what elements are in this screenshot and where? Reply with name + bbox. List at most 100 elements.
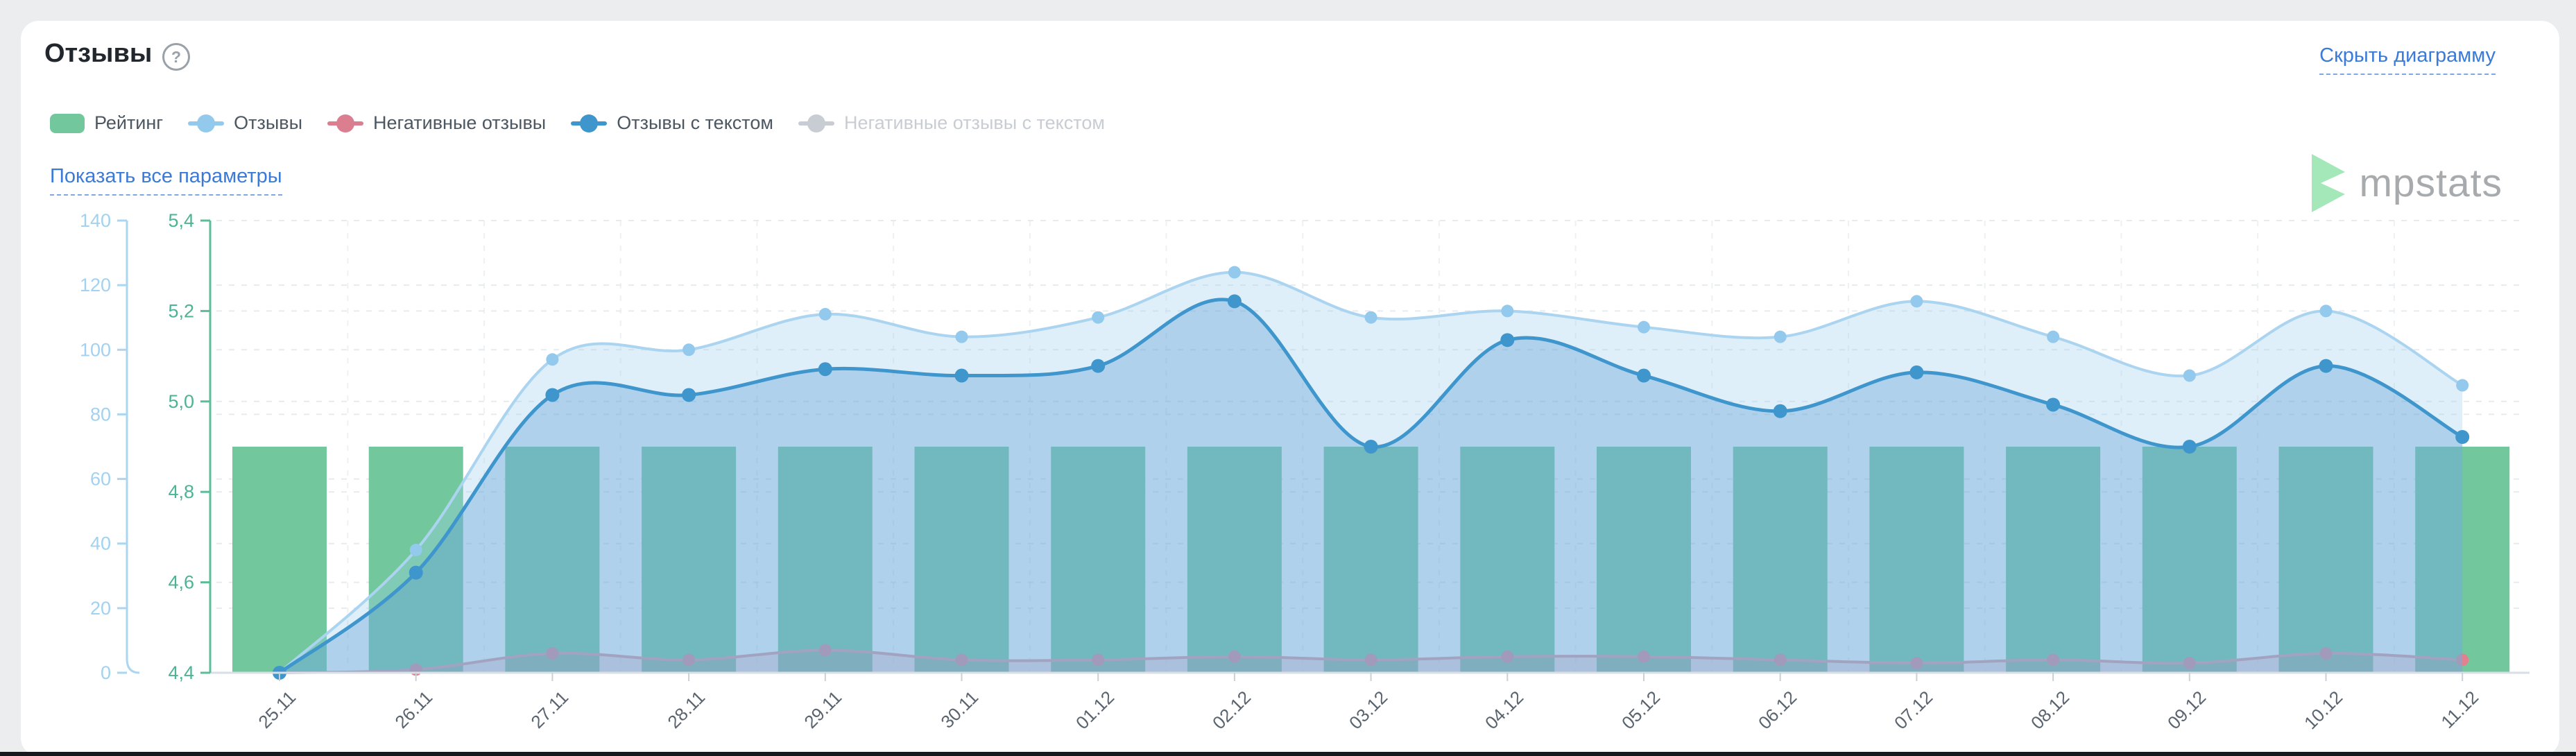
rating-bar[interactable] (2006, 447, 2101, 673)
rating-bar[interactable] (2142, 447, 2237, 673)
right-axis-label: 4,6 (168, 572, 194, 593)
data-point[interactable] (1773, 404, 1787, 418)
rating-bar[interactable] (1460, 447, 1555, 673)
data-point[interactable] (1364, 440, 1378, 454)
data-point[interactable] (1501, 304, 1514, 318)
data-point[interactable] (2319, 647, 2333, 660)
data-point[interactable] (954, 368, 969, 383)
series-line (278, 270, 2464, 674)
right-axis-label: 4,8 (168, 481, 194, 502)
right-axis-label: 5,4 (168, 210, 194, 231)
data-point[interactable] (682, 343, 696, 356)
left-axis-line (126, 221, 140, 674)
data-point[interactable] (1227, 294, 1242, 309)
data-point[interactable] (1091, 359, 1106, 373)
left-axis-label: 80 (90, 404, 111, 424)
left-axis-label: 120 (80, 275, 111, 295)
data-point[interactable] (2046, 397, 2061, 412)
data-point[interactable] (409, 544, 422, 557)
data-point[interactable] (1909, 365, 1924, 379)
data-point[interactable] (2319, 359, 2333, 373)
data-point[interactable] (2319, 304, 2333, 318)
rating-bar[interactable] (1733, 447, 1828, 673)
rating-bar[interactable] (1323, 447, 1418, 673)
data-point[interactable] (1910, 295, 1923, 308)
data-point[interactable] (682, 388, 696, 402)
left-axis-label: 140 (80, 210, 111, 231)
rating-bar[interactable] (2415, 447, 2510, 673)
data-point[interactable] (2047, 330, 2060, 343)
right-axis-label: 5,2 (168, 300, 194, 321)
data-point[interactable] (818, 308, 832, 321)
help-icon[interactable]: ? (162, 43, 190, 71)
data-point[interactable] (546, 353, 559, 366)
rating-bar[interactable] (232, 447, 327, 673)
left-axis-label: 20 (90, 598, 111, 619)
page-title: Отзывы (44, 39, 153, 68)
data-point[interactable] (1637, 368, 1651, 383)
data-point[interactable] (2182, 440, 2197, 454)
data-point[interactable] (1638, 650, 1650, 663)
legend-item-label: Рейтинг (94, 112, 164, 133)
data-point[interactable] (1774, 330, 1787, 343)
legend-item-label: Негативные отзывы с текстом (843, 112, 1105, 133)
rating-bar[interactable] (642, 447, 737, 673)
rating-bar[interactable] (1869, 447, 1964, 673)
legend-item[interactable]: Отзывы (188, 112, 302, 134)
data-point[interactable] (2047, 653, 2060, 667)
rating-bar[interactable] (505, 447, 600, 673)
rating-bar[interactable] (1187, 447, 1282, 673)
series-line (278, 298, 2464, 675)
legend-item[interactable]: Негативные отзывы (327, 112, 546, 134)
data-point[interactable] (955, 653, 968, 667)
rating-bar[interactable] (368, 447, 463, 673)
data-point[interactable] (2183, 369, 2196, 382)
legend: Рейтинг Отзывы Негативные отзывы Отзывы с т… (50, 112, 1105, 134)
data-point[interactable] (409, 565, 423, 580)
data-point[interactable] (1910, 657, 1923, 670)
rating-bar[interactable] (1597, 447, 1691, 673)
data-point[interactable] (2456, 379, 2469, 392)
data-point[interactable] (2455, 430, 2470, 445)
data-point[interactable] (546, 647, 559, 660)
legend-item[interactable]: Негативные отзывы с текстом (798, 112, 1105, 134)
data-point[interactable] (818, 362, 832, 377)
data-point[interactable] (1092, 311, 1105, 324)
data-point[interactable] (1228, 650, 1241, 663)
legend-item-label: Отзывы (234, 112, 303, 133)
data-point[interactable] (818, 644, 832, 657)
data-point[interactable] (545, 388, 560, 402)
rating-bar[interactable] (914, 447, 1009, 673)
data-point[interactable] (1500, 333, 1515, 347)
mpstats-logo-text: mpstats (2359, 161, 2502, 205)
data-point[interactable] (1774, 653, 1787, 667)
mpstats-logo-icon (2312, 154, 2346, 212)
data-point[interactable] (1228, 266, 1241, 279)
legend-item[interactable]: Рейтинг (50, 112, 163, 134)
show-all-params-link[interactable]: Показать все параметры (50, 165, 282, 196)
data-point[interactable] (1501, 650, 1514, 663)
data-point[interactable] (2456, 653, 2469, 667)
legend-item-label: Негативные отзывы (373, 112, 547, 133)
legend-item-label: Отзывы с текстом (617, 112, 773, 133)
bottom-edge-bar (0, 752, 2576, 756)
mpstats-watermark: mpstats (2308, 153, 2502, 214)
right-axis-label: 4,4 (168, 662, 194, 683)
right-axis-label: 5,0 (168, 391, 194, 412)
rating-bar[interactable] (778, 447, 873, 673)
data-point[interactable] (1364, 311, 1377, 324)
hide-chart-link[interactable]: Скрыть диаграмму (2319, 44, 2496, 75)
data-point[interactable] (1638, 320, 1650, 334)
left-axis-label: 40 (90, 533, 111, 554)
data-point[interactable] (2183, 657, 2196, 670)
line-dot-icon (798, 114, 834, 133)
legend-item[interactable]: Отзывы с текстом (571, 112, 773, 134)
rating-bar[interactable] (1051, 447, 1146, 673)
line-dot-icon (188, 114, 225, 133)
data-point[interactable] (955, 330, 968, 343)
data-point[interactable] (1092, 653, 1105, 667)
data-point[interactable] (682, 653, 696, 667)
data-point[interactable] (1364, 653, 1377, 667)
rating-bar[interactable] (2278, 447, 2373, 673)
